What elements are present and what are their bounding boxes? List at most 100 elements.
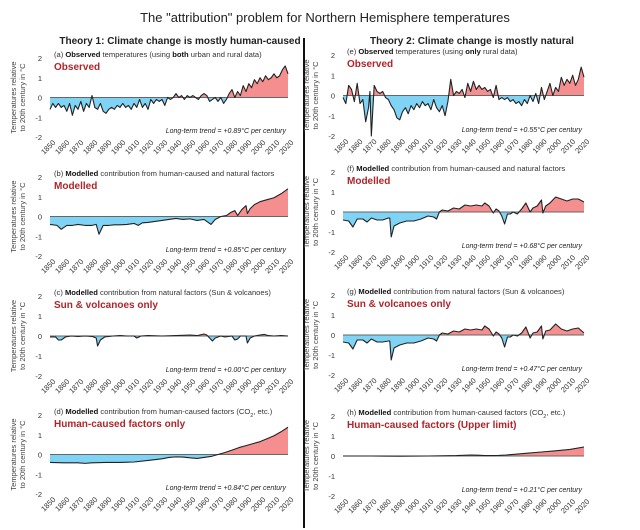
x-tick-label: 2020 bbox=[277, 257, 295, 275]
x-tick-label: 1920 bbox=[431, 137, 449, 155]
temperature-series-line bbox=[342, 66, 585, 137]
temperature-series-line bbox=[343, 446, 585, 457]
y-tick-label: -1 bbox=[35, 352, 42, 361]
panel-f: (f) Modelled contribution from human-cau… bbox=[302, 164, 591, 271]
y-tick-label: 0 bbox=[38, 213, 42, 222]
x-tick-label: 1950 bbox=[474, 137, 492, 155]
theory-2-heading: Theory 2: Climate change is mostly natur… bbox=[370, 36, 574, 47]
x-tick-label: 2020 bbox=[573, 376, 591, 394]
y-tick-label: -2 bbox=[328, 492, 335, 501]
y-tick-label: -1 bbox=[328, 112, 335, 121]
y-tick-label: -1 bbox=[328, 351, 335, 360]
x-tick-label: 1980 bbox=[516, 376, 534, 394]
x-tick-label: 2020 bbox=[573, 253, 591, 271]
x-tick-label: 1910 bbox=[417, 253, 435, 271]
panel-e-subtitle: (e) Observed temperatures (using only ru… bbox=[347, 47, 518, 56]
x-tick-label: 1940 bbox=[460, 253, 478, 271]
y-tick-label: -2 bbox=[35, 372, 42, 381]
x-tick-label: 1990 bbox=[531, 137, 549, 155]
y-tick-label: -2 bbox=[35, 490, 42, 499]
x-tick-label: 1900 bbox=[403, 497, 421, 515]
x-tick-label: 1930 bbox=[446, 253, 464, 271]
subtitle-segment: rural data) bbox=[481, 47, 518, 56]
subtitle-segment: contribution from natural factors (Sun &… bbox=[98, 288, 272, 297]
y-tick-label: 2 bbox=[331, 51, 335, 60]
x-tick-label: 1990 bbox=[531, 497, 549, 515]
x-tick-label: 2010 bbox=[559, 137, 577, 155]
positive-anomaly-area bbox=[343, 67, 584, 96]
x-tick-label: 1920 bbox=[431, 376, 449, 394]
x-tick-label: 1940 bbox=[460, 376, 478, 394]
subtitle-segment: Observed bbox=[358, 47, 393, 56]
panel-c-label: Sun & volcanoes only bbox=[54, 300, 158, 311]
x-tick-label: 1900 bbox=[403, 137, 421, 155]
temperature-series-line bbox=[50, 333, 289, 347]
y-tick-label: 2 bbox=[38, 292, 42, 301]
x-tick-label: 1970 bbox=[502, 137, 520, 155]
temperature-series-line bbox=[342, 196, 585, 238]
y-axis-label-line2: to 20th century in °C bbox=[18, 63, 27, 132]
subtitle-segment: (h) bbox=[347, 408, 358, 417]
subtitle-segment: Observed bbox=[65, 50, 100, 59]
subtitle-segment: , etc.) bbox=[546, 408, 565, 417]
panel-g-label: Sun & volcanoes only bbox=[347, 299, 451, 310]
panel-e-trend: Long-term trend = +0.55°C per century bbox=[462, 126, 583, 134]
y-axis-label-line1: Temperatures relative bbox=[9, 180, 18, 252]
negative-anomaly-area bbox=[343, 95, 584, 136]
x-tick-label: 1870 bbox=[361, 137, 379, 155]
y-tick-label: 1 bbox=[331, 311, 335, 320]
y-tick-label: 2 bbox=[38, 54, 42, 63]
panel-a-subtitle: (a) Observed temperatures (using both ur… bbox=[54, 50, 262, 59]
panel-d-subtitle: (d) Modelled contribution from human-cau… bbox=[54, 407, 273, 419]
negative-anomaly-area bbox=[343, 212, 584, 237]
subtitle-segment: both bbox=[172, 50, 189, 59]
panel-c-subtitle: (c) Modelled contribution from natural f… bbox=[54, 288, 271, 297]
x-tick-label: 1890 bbox=[389, 253, 407, 271]
temperature-series-line bbox=[49, 188, 289, 235]
x-tick-label: 1860 bbox=[346, 376, 364, 394]
y-tick-label: 0 bbox=[331, 452, 335, 461]
y-axis-label-line1: Temperatures relative bbox=[9, 418, 18, 490]
y-tick-label: 1 bbox=[331, 432, 335, 441]
x-tick-label: 1960 bbox=[488, 137, 506, 155]
y-tick-label: 1 bbox=[38, 312, 42, 321]
subtitle-segment: contribution from human-caused factors (… bbox=[98, 407, 250, 416]
subtitle-segment: Modelled bbox=[356, 164, 389, 173]
negative-anomaly-area bbox=[50, 336, 288, 346]
x-tick-label: 1930 bbox=[446, 137, 464, 155]
subtitle-segment: only bbox=[465, 47, 481, 56]
y-axis-label-line1: Temperatures relative bbox=[302, 59, 311, 131]
x-tick-label: 2020 bbox=[573, 497, 591, 515]
x-tick-label: 1910 bbox=[417, 497, 435, 515]
x-tick-label: 2020 bbox=[277, 495, 295, 513]
subtitle-segment: Modelled bbox=[358, 408, 391, 417]
x-tick-label: 2010 bbox=[559, 253, 577, 271]
subtitle-segment: 2 bbox=[250, 413, 253, 419]
panel-b-trend: Long-term trend = +0.85°C per century bbox=[166, 246, 287, 254]
y-axis-label-line2: to 20th century in °C bbox=[311, 177, 320, 246]
x-tick-label: 1940 bbox=[460, 137, 478, 155]
positive-anomaly-area bbox=[50, 188, 288, 217]
panel-g-trend: Long-term trend = +0.47°C per century bbox=[462, 365, 583, 373]
x-tick-label: 1910 bbox=[417, 376, 435, 394]
y-tick-label: 2 bbox=[331, 412, 335, 421]
panel-a-label: Observed bbox=[54, 62, 100, 73]
x-tick-label: 1920 bbox=[431, 253, 449, 271]
y-tick-label: -2 bbox=[328, 248, 335, 257]
panel-h: (h) Modelled contribution from human-cau… bbox=[302, 408, 591, 515]
y-tick-label: 0 bbox=[38, 451, 42, 460]
y-tick-label: 2 bbox=[38, 411, 42, 420]
x-tick-label: 2020 bbox=[277, 138, 295, 156]
panel-h-label: Human-caused factors (Upper limit) bbox=[347, 420, 516, 431]
x-tick-label: 2000 bbox=[545, 137, 563, 155]
y-tick-label: 0 bbox=[331, 331, 335, 340]
panel-h-trend: Long-term trend = +0.21°C per century bbox=[462, 486, 583, 494]
x-tick-label: 1910 bbox=[417, 137, 435, 155]
subtitle-segment: (d) bbox=[54, 407, 65, 416]
subtitle-segment: (c) bbox=[54, 288, 65, 297]
temperature-series-line bbox=[49, 426, 289, 464]
x-tick-label: 1900 bbox=[403, 376, 421, 394]
x-tick-label: 1980 bbox=[516, 253, 534, 271]
theory-1-heading: Theory 1: Climate change is mostly human… bbox=[59, 36, 300, 47]
